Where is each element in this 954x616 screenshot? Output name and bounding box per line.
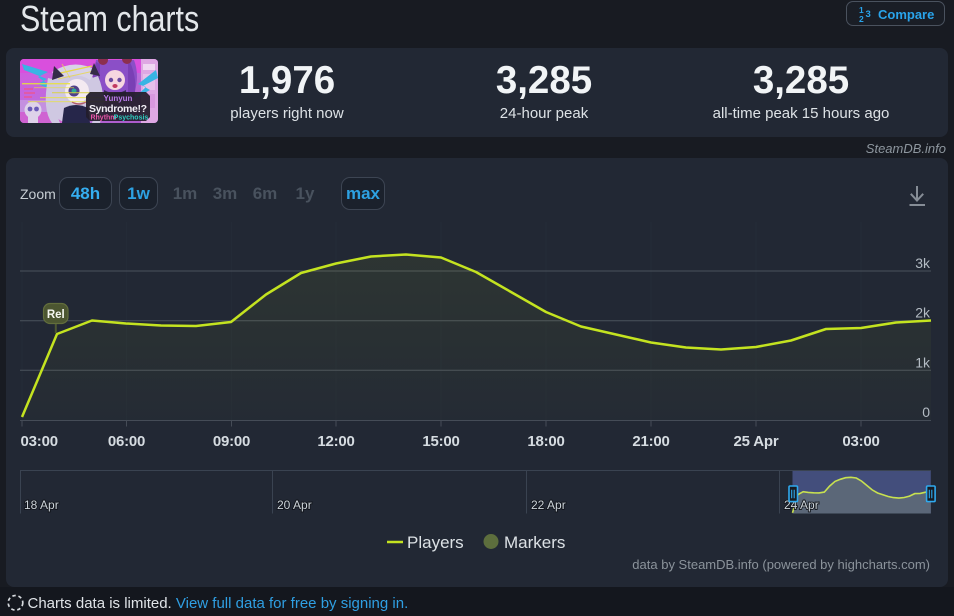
svg-text:21:00: 21:00 [632, 433, 669, 450]
svg-text:03:00: 03:00 [21, 433, 58, 450]
svg-text:Rel: Rel [47, 309, 65, 321]
svg-text:20 Apr: 20 Apr [277, 498, 312, 512]
svg-text:18 Apr: 18 Apr [24, 498, 59, 512]
svg-text:25 Apr: 25 Apr [734, 433, 779, 450]
svg-text:03:00: 03:00 [842, 433, 879, 450]
svg-text:3k: 3k [915, 255, 931, 271]
svg-text:15:00: 15:00 [422, 433, 459, 450]
svg-text:Yunyun: Yunyun [104, 94, 133, 103]
svg-text:06:00: 06:00 [108, 433, 145, 450]
svg-text:Syndrome!?: Syndrome!? [89, 103, 147, 115]
svg-text:1k: 1k [915, 354, 931, 370]
svg-text:Rhythm: Rhythm [90, 115, 116, 122]
svg-text:09:00: 09:00 [213, 433, 250, 450]
svg-text:Markers: Markers [504, 533, 565, 552]
svg-text:0: 0 [922, 404, 930, 420]
svg-text:22 Apr: 22 Apr [531, 498, 566, 512]
svg-text:Players: Players [407, 533, 464, 552]
svg-text:2k: 2k [915, 305, 931, 321]
svg-text:12:00: 12:00 [317, 433, 354, 450]
svg-text:18:00: 18:00 [527, 433, 564, 450]
svg-text:data by SteamDB.info (powered: data by SteamDB.info (powered by highcha… [632, 557, 930, 572]
svg-text:Psychosis: Psychosis [114, 115, 149, 122]
